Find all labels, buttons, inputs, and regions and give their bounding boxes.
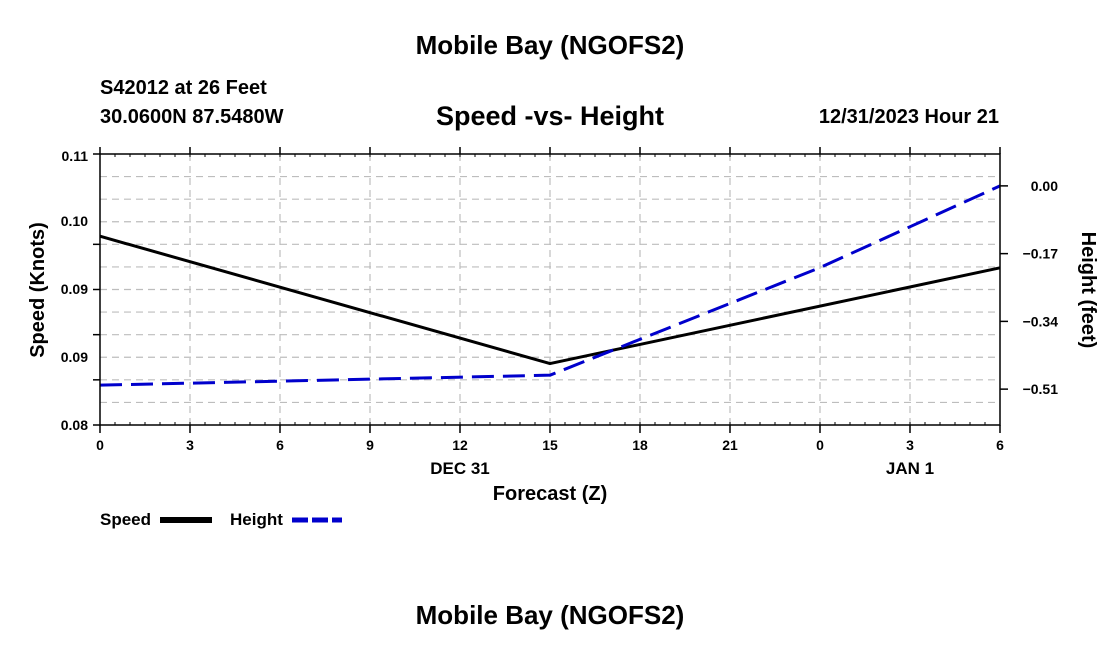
x-tick-label: 9	[366, 437, 374, 453]
series-line-height	[99, 184, 1001, 387]
y-tick-label: 0.10	[61, 213, 88, 229]
main-title: Mobile Bay (NGOFS2)	[415, 30, 685, 60]
x-tick-label: 18	[632, 437, 648, 453]
x-tick-label: 15	[542, 437, 558, 453]
y2-tick-label: −0.34	[1023, 313, 1059, 329]
x-tick-label: 0	[96, 437, 104, 453]
x-tick-label: 6	[996, 437, 1004, 453]
x-tick-label: 21	[722, 437, 738, 453]
repeated-title: Mobile Bay (NGOFS2)	[415, 600, 685, 630]
x-tick-label: 12	[452, 437, 468, 453]
y-tick-label: 0.08	[61, 417, 88, 433]
x-tick-label: 6	[276, 437, 284, 453]
series-line-speed	[99, 234, 1001, 366]
station-label: S42012 at 26 Feet	[100, 77, 267, 99]
x-tick-label: 3	[906, 437, 914, 453]
x-date-label: DEC 31	[430, 459, 490, 478]
axes: 0 3 6 9 12 15 18 21 0 3 6 DEC 31 JAN 1 Forecast (Z) 0.…	[27, 147, 1099, 505]
y-tick-label: 0.09	[61, 281, 88, 297]
y2-tick-label: 0.00	[1031, 178, 1058, 194]
y-axis-title: Speed (Knots)	[27, 222, 49, 358]
coordinates-label: 30.0600N 87.5480W	[100, 106, 284, 128]
forecast-datetime: 12/31/2023 Hour 21	[818, 106, 999, 128]
grid	[100, 154, 1000, 425]
y2-tick-label: −0.51	[1023, 381, 1059, 397]
legend-label-speed: Speed	[100, 510, 151, 529]
legend-label-height: Height	[230, 510, 283, 529]
chart-title: Speed -vs- Height	[435, 101, 665, 131]
y-tick-label: 0.11	[62, 148, 89, 164]
y2-axis-title: Height (feet)	[1077, 232, 1099, 349]
y-tick-label: 0.09	[61, 349, 88, 365]
x-date-label: JAN 1	[886, 459, 934, 478]
x-tick-label: 0	[816, 437, 824, 453]
x-axis-title: Forecast (Z)	[493, 483, 607, 505]
legend: Speed Height	[100, 510, 342, 529]
y2-tick-label: −0.17	[1023, 246, 1059, 262]
x-tick-label: 3	[186, 437, 194, 453]
series	[99, 184, 1001, 387]
